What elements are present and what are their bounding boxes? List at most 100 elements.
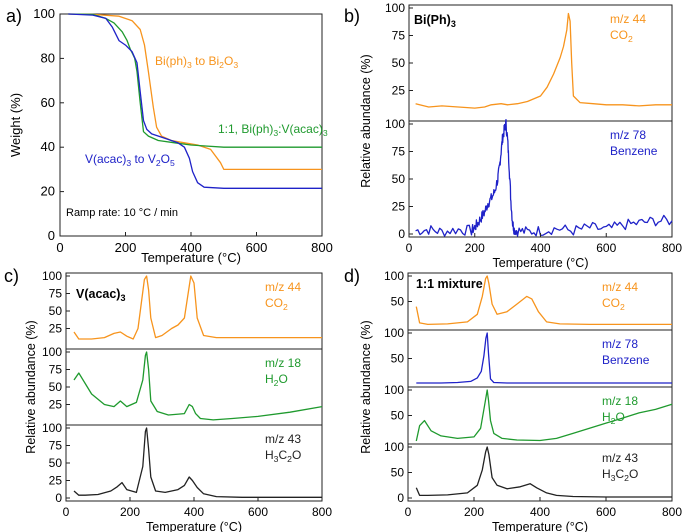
label-part: 3 <box>126 158 131 168</box>
y-tick-label: 0 <box>48 228 55 243</box>
series-line-2 <box>68 13 322 189</box>
y-axis-label: Relative abundance (%) <box>24 320 38 453</box>
y-tick-label: 75 <box>392 29 406 43</box>
y-tick-label: 80 <box>41 50 55 65</box>
y-axis-label: Relative abundance (%) <box>359 320 373 453</box>
y-tick-label: 25 <box>49 322 63 336</box>
label-part: H <box>602 467 611 481</box>
panel-b: b) 25 50 75 100 m/z 44 CO2 0 25 50 75 100 m/z 78 Benz… <box>344 1 682 270</box>
label-part: to Bi <box>192 54 219 68</box>
mz-label: m/z 44 <box>602 280 638 294</box>
x-tick-label: 800 <box>662 241 682 255</box>
y-tick-label: 75 <box>392 145 406 159</box>
y-tick-label: 75 <box>49 287 63 301</box>
y-tick-label: 0 <box>397 491 404 505</box>
x-tick-label: 800 <box>311 240 333 255</box>
y-tick-label: 50 <box>391 295 405 309</box>
y-tick-label: 100 <box>42 269 62 283</box>
trace-black <box>73 427 322 498</box>
mz-label: m/z 43 <box>265 432 301 446</box>
label-part: Bi(ph) <box>155 54 187 68</box>
panel-label: a) <box>6 6 22 26</box>
y-tick-label: 50 <box>391 409 405 423</box>
y-tick-label: 100 <box>42 421 62 435</box>
legend-vacac3: V(acac)3 to V2O5 <box>85 152 175 168</box>
label-part: 3 <box>451 19 456 29</box>
y-tick-label: 50 <box>49 380 63 394</box>
x-tick-label: 200 <box>464 505 484 519</box>
label-part: O <box>615 410 624 424</box>
panel-a: a) 0 200 400 600 800 0 20 40 60 80 100 Temperature (… <box>6 6 333 265</box>
label-part: 2 <box>287 454 292 464</box>
panel-title: Bi(Ph)3 <box>414 13 456 29</box>
trace-green <box>73 351 323 421</box>
trace-orange <box>73 275 322 340</box>
label-part: H <box>602 410 611 424</box>
mz-label: m/z 18 <box>602 394 638 408</box>
x-tick-label: 400 <box>184 505 204 519</box>
mz-label: m/z 44 <box>265 280 301 294</box>
label-part: O <box>161 152 170 166</box>
label-part: V(acac) <box>76 287 120 301</box>
label-part: to V <box>131 152 156 166</box>
species-label: H2O <box>602 410 625 426</box>
trace-orange <box>415 275 672 326</box>
y-tick-label: 25 <box>49 398 63 412</box>
trace-blue <box>415 118 673 237</box>
species-label: CO2 <box>610 28 633 44</box>
trace-blue <box>416 332 672 384</box>
panel-label: b) <box>344 6 360 26</box>
label-part: 3 <box>274 454 279 464</box>
x-tick-label: 0 <box>63 505 70 519</box>
label-part: 2 <box>283 302 288 312</box>
x-tick-label: 200 <box>465 241 485 255</box>
label-part: 1:1, Bi(ph) <box>218 122 273 136</box>
label-part: CO <box>602 296 620 310</box>
species-label: Benzene <box>602 353 650 367</box>
mz-label: m/z 78 <box>602 337 638 351</box>
species-label: H3C2O <box>602 467 638 483</box>
legend-bi-ph3: Bi(ph)3 to Bi2O3 <box>155 54 238 70</box>
mz-label: m/z 43 <box>602 451 638 465</box>
panel-title: V(acac)3 <box>76 287 126 303</box>
label-part: 3 <box>611 473 616 483</box>
y-tick-label: 20 <box>41 184 55 199</box>
trace-black <box>415 446 672 498</box>
trace-green <box>415 389 673 442</box>
label-part: C <box>615 467 624 481</box>
ramp-rate-annotation: Ramp rate: 10 °C / min <box>66 207 178 219</box>
y-tick-label: 75 <box>49 363 63 377</box>
label-part: 3 <box>233 60 238 70</box>
x-tick-label: 800 <box>662 505 682 519</box>
x-tick-label: 400 <box>530 241 550 255</box>
label-part: 2 <box>156 158 161 168</box>
y-tick-label: 100 <box>42 345 62 359</box>
x-tick-label: 600 <box>596 505 616 519</box>
label-part: CO <box>610 28 628 42</box>
label-part: Benzene <box>602 353 650 367</box>
mz-label: m/z 78 <box>610 128 646 142</box>
mz-label: m/z 18 <box>265 356 301 370</box>
species-label: CO2 <box>265 296 288 312</box>
y-tick-label: 50 <box>49 304 63 318</box>
label-part: V(acac) <box>85 152 126 166</box>
y-tick-label: 40 <box>41 139 55 154</box>
x-tick-label: 600 <box>596 241 616 255</box>
label-part: O <box>224 54 233 68</box>
y-tick-label: 50 <box>391 352 405 366</box>
y-tick-label: 25 <box>392 84 406 98</box>
series-line-1 <box>68 13 322 148</box>
x-tick-label: 600 <box>248 505 268 519</box>
species-label: H3C2O <box>265 448 301 464</box>
species-label: H2O <box>265 372 288 388</box>
y-axis-label: Weight (%) <box>8 93 23 157</box>
x-tick-label: 600 <box>246 240 268 255</box>
y-axis-label: Relative abundance (%) <box>359 54 373 187</box>
label-part: 3 <box>323 128 328 138</box>
x-tick-label: 0 <box>405 505 412 519</box>
label-part: CO <box>265 296 283 310</box>
species-label: CO2 <box>602 296 625 312</box>
y-tick-label: 100 <box>384 269 404 283</box>
